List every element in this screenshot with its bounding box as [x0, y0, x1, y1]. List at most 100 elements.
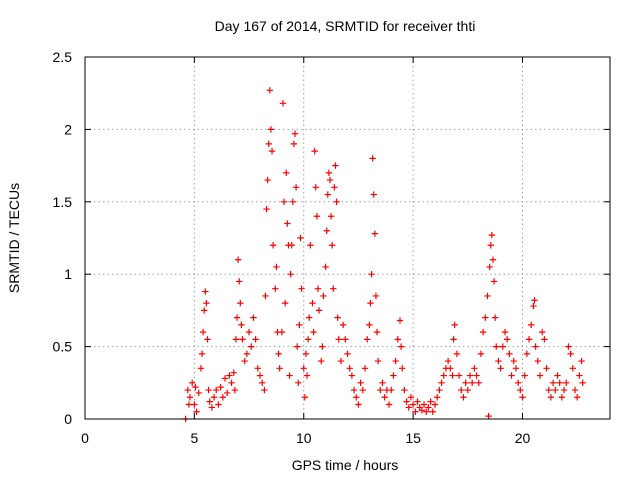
data-point: [328, 242, 336, 249]
data-point: [541, 336, 548, 343]
data-point: [573, 394, 581, 401]
data-point: [444, 357, 452, 365]
data-point: [219, 394, 227, 401]
data-point: [291, 130, 299, 137]
data-point: [560, 386, 568, 394]
data-point: [453, 350, 461, 358]
data-point: [283, 169, 290, 177]
data-point: [462, 379, 469, 386]
data-point: [226, 372, 233, 379]
data-point: [495, 357, 502, 365]
data-point: [263, 205, 270, 213]
data-point: [241, 357, 248, 365]
data-point: [512, 365, 520, 372]
data-point: [493, 343, 500, 350]
data-point: [519, 394, 526, 401]
data-point: [385, 401, 393, 408]
data-point: [418, 407, 426, 414]
data-point: [371, 230, 379, 237]
data-point: [477, 350, 485, 358]
data-point: [363, 336, 371, 343]
data-point: [514, 379, 522, 386]
data-point: [525, 336, 533, 343]
data-point: [473, 372, 480, 379]
data-point: [203, 299, 210, 307]
y-axis-tick-labels: 0 0.5 1 1.5 2 2.5: [53, 49, 73, 427]
data-point: [217, 383, 224, 391]
data-point: [280, 198, 288, 205]
data-point: [523, 350, 531, 358]
data-point: [237, 299, 244, 307]
data-point: [327, 213, 335, 220]
data-point: [538, 328, 546, 336]
x-axis-tick-labels: 0 5 10 15 20: [81, 430, 530, 446]
data-point: [455, 372, 463, 379]
data-point: [281, 299, 289, 307]
data-point: [233, 314, 241, 321]
data-point: [451, 321, 458, 329]
data-point: [298, 285, 305, 292]
data-point: [288, 242, 295, 249]
data-point: [346, 365, 353, 372]
data-point: [193, 408, 200, 415]
y-tick-label: 0.5: [53, 339, 73, 355]
y-tick-label: 2: [64, 121, 72, 137]
data-point: [510, 357, 517, 365]
data-point: [471, 365, 478, 372]
data-point: [245, 328, 253, 336]
data-point: [205, 386, 212, 394]
data-point: [484, 292, 491, 300]
data-point: [210, 394, 218, 401]
data-point: [238, 321, 245, 329]
x-tick-label: 10: [296, 430, 312, 446]
data-point: [409, 401, 417, 408]
data-point: [549, 379, 557, 386]
data-point: [293, 343, 301, 350]
data-point: [401, 386, 408, 394]
data-point: [429, 408, 437, 415]
data-point: [269, 242, 277, 249]
data-point: [234, 256, 242, 263]
data-point: [276, 365, 283, 372]
data-point: [503, 336, 511, 343]
data-point: [438, 379, 445, 386]
data-point: [287, 271, 294, 278]
data-point: [195, 389, 202, 397]
plot-frame: [84, 56, 611, 420]
data-point: [547, 394, 555, 401]
data-point: [521, 372, 528, 379]
data-point: [490, 278, 498, 285]
data-point: [310, 328, 317, 336]
data-point: [300, 365, 307, 372]
data-point: [436, 386, 443, 394]
data-point: [320, 292, 327, 300]
y-axis-label: SRMTID / TECUs: [6, 183, 22, 293]
data-point: [272, 285, 279, 292]
data-point: [361, 365, 369, 372]
data-point: [534, 357, 542, 365]
data-point: [202, 288, 209, 295]
data-point: [531, 297, 538, 304]
data-point: [295, 379, 302, 386]
data-point: [206, 398, 213, 405]
data-point: [563, 379, 570, 386]
data-point: [284, 220, 291, 227]
data-point: [313, 213, 321, 220]
data-point: [331, 184, 338, 191]
data-point: [312, 184, 319, 191]
data-point: [554, 372, 561, 379]
data-point: [261, 386, 268, 394]
data-point: [431, 401, 439, 408]
data-point: [337, 357, 345, 365]
data-point: [466, 372, 474, 379]
data-point: [348, 372, 356, 379]
data-point: [398, 365, 406, 372]
data-point: [370, 191, 377, 198]
data-point: [186, 394, 194, 401]
data-point: [264, 176, 271, 184]
data-point: [315, 307, 323, 314]
data-point: [185, 401, 193, 408]
grid-lines: [85, 57, 610, 419]
data-point: [197, 365, 205, 372]
data-point: [374, 357, 382, 365]
